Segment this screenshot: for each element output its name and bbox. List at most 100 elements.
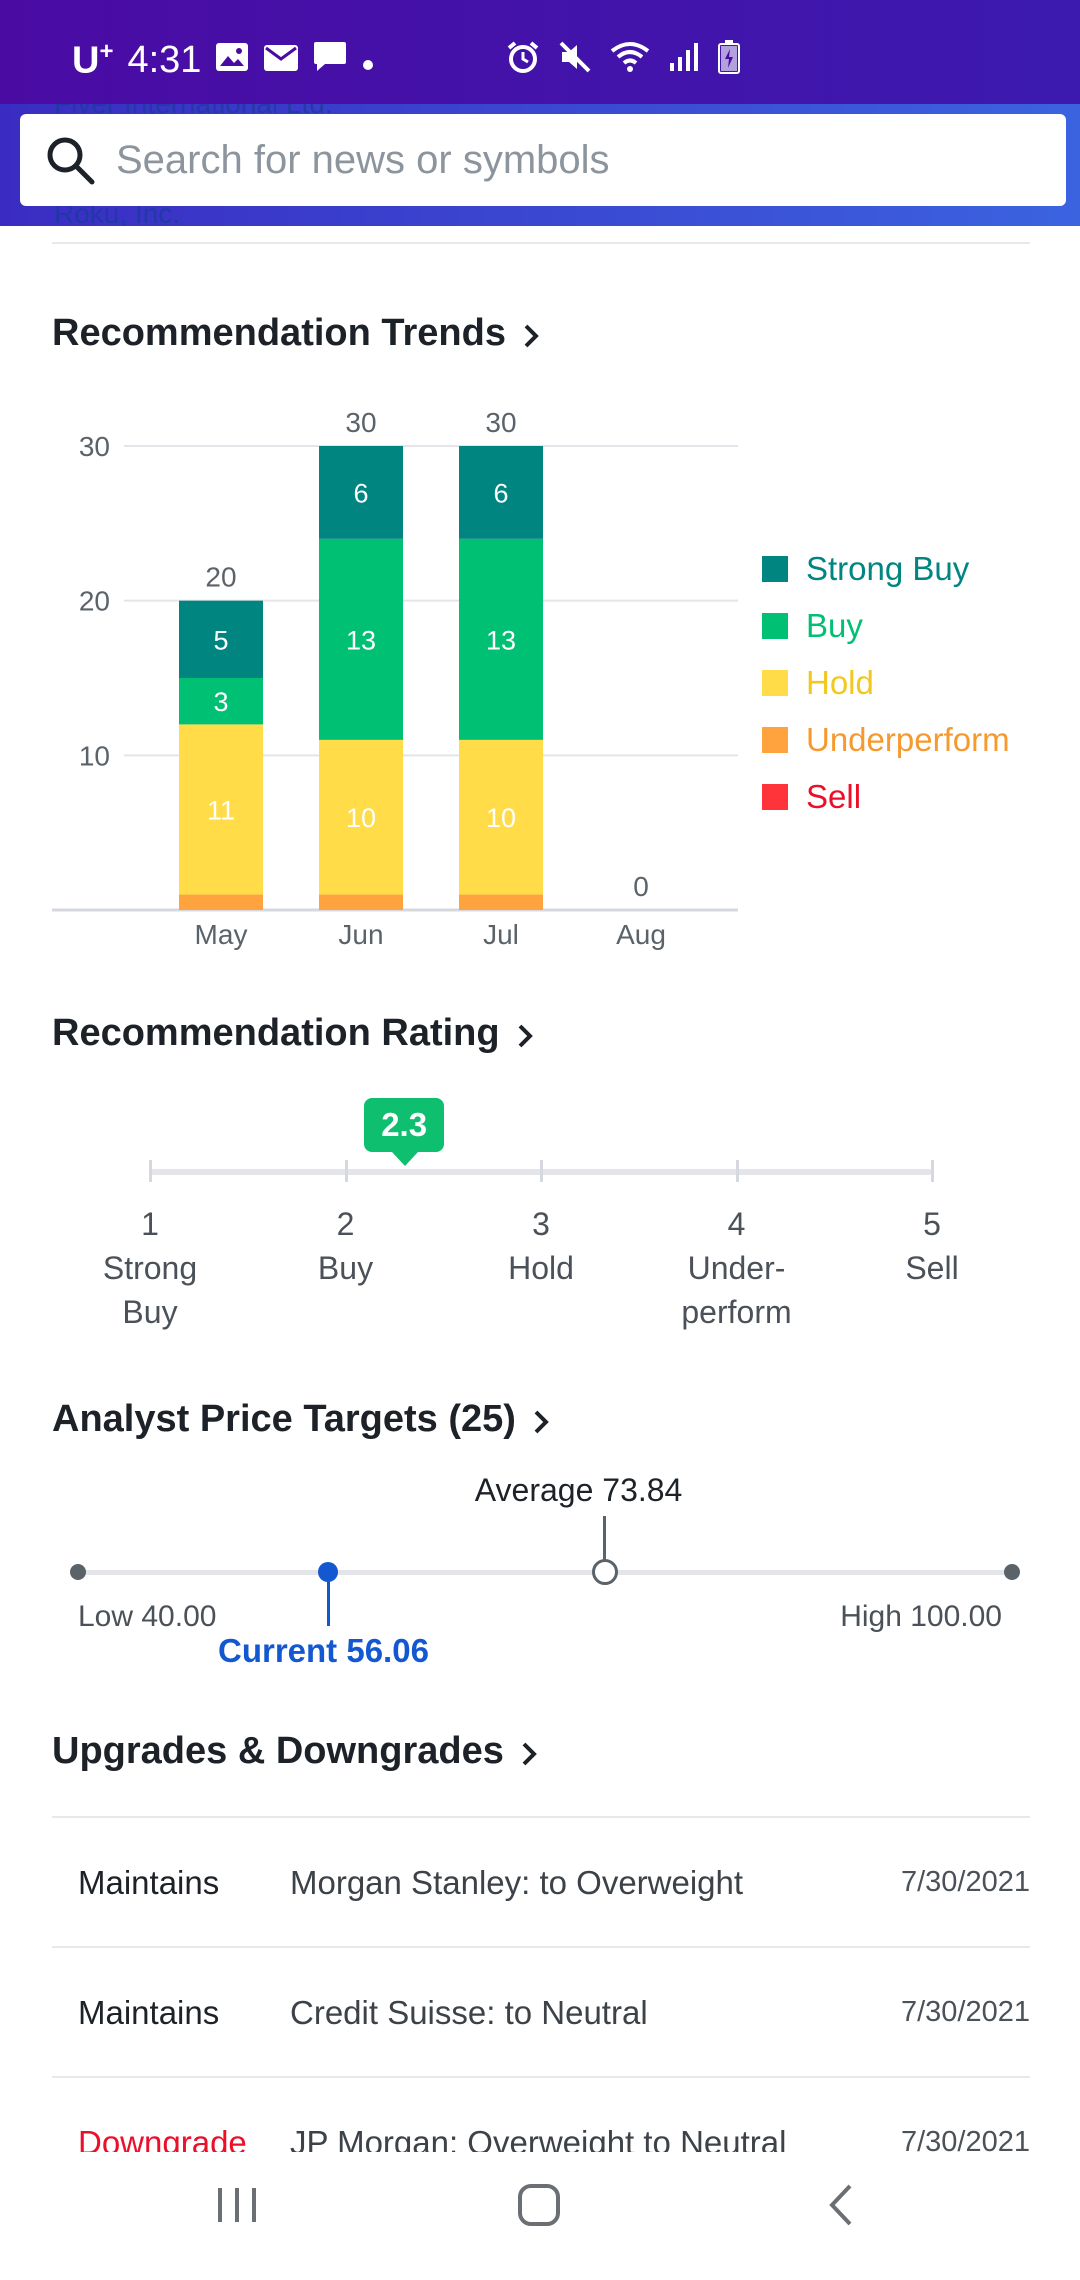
recommendation-trends-title[interactable]: Recommendation Trends: [52, 312, 540, 355]
price-average-stem: [603, 1516, 607, 1560]
upgrades-downgrades-title[interactable]: Upgrades & Downgrades: [52, 1730, 538, 1773]
legend-item: Strong Buy: [762, 540, 1010, 597]
chevron-right-icon: [534, 1410, 549, 1433]
bar-value-label: 10: [346, 803, 376, 833]
rating-tick: [735, 1160, 739, 1182]
chevron-right-icon: [518, 1024, 533, 1047]
search-band: Fiver International Ltd. Roku, Inc.: [0, 104, 1080, 226]
legend-item: Hold: [762, 654, 1010, 711]
rating-value-badge: 2.3: [364, 1098, 445, 1166]
back-button[interactable]: [822, 2182, 862, 2233]
search-box[interactable]: [20, 114, 1066, 206]
search-input[interactable]: [114, 136, 1018, 184]
legend-item: Underperform: [762, 711, 1010, 768]
price-low-dot: [70, 1564, 86, 1580]
bar-value-label: 10: [486, 803, 516, 833]
recent-apps-icon: [218, 2188, 256, 2222]
legend-item: Buy: [762, 597, 1010, 654]
bar-total-label: 30: [345, 407, 376, 438]
rating-scale-label: 1 Strong Buy: [102, 1206, 198, 1330]
row-firm: Morgan Stanley: to Overweight: [290, 1864, 744, 1901]
y-tick-label: 20: [79, 586, 110, 617]
row-action: Maintains: [78, 1864, 220, 1901]
divider: [52, 242, 1030, 244]
bar-segment: [179, 678, 263, 725]
legend-swatch: [762, 555, 788, 582]
y-tick-label: 30: [79, 431, 110, 462]
bar-segment: [459, 894, 543, 910]
gallery-icon: [215, 39, 249, 82]
upgrade-row[interactable]: Downgrade JP Morgan: Overweight to Neutr…: [52, 2076, 1030, 2154]
x-tick-label: Aug: [616, 919, 666, 950]
bar-segment: [319, 739, 403, 895]
price-target-low-label: Low 40.00: [78, 1600, 217, 1633]
bar-value-label: 5: [213, 625, 228, 655]
upgrade-row[interactable]: Maintains Morgan Stanley: to Overweight …: [52, 1816, 1030, 1948]
bar-segment: [459, 538, 543, 740]
rating-tick: [540, 1160, 543, 1182]
recommendation-rating-title[interactable]: Recommendation Rating: [52, 1012, 534, 1055]
legend-label: Strong Buy: [806, 549, 970, 587]
recent-apps-button[interactable]: [214, 2182, 260, 2233]
signal-icon: [668, 41, 700, 78]
bar-segment: [179, 724, 263, 895]
bar-segment: [459, 739, 543, 895]
rating-tick: [931, 1160, 934, 1182]
chart-legend: Strong Buy Buy Hold Underperform Sell: [762, 540, 1010, 825]
alarm-icon: [506, 40, 540, 79]
status-time: 4:31: [127, 38, 202, 81]
bar-value-label: 6: [353, 478, 368, 508]
status-right: [506, 40, 740, 79]
legend-swatch: [762, 669, 788, 696]
bar-segment: [459, 446, 543, 539]
recommendation-trends-chart: 10 20 30 11 3 5 20 May 10 13 6 30 Jun 10 13 6 30 Jul 0 Aug: [52, 407, 738, 950]
rating-tick: [149, 1160, 152, 1182]
analyst-price-targets-title[interactable]: Analyst Price Targets (25): [52, 1398, 550, 1441]
price-current-dot: [318, 1562, 338, 1582]
legend-swatch: [762, 612, 788, 639]
bar-segment: [319, 446, 403, 539]
price-target-average-label: Average 73.84: [474, 1472, 683, 1508]
bar-segment: [179, 894, 263, 910]
legend-label: Sell: [806, 777, 862, 815]
row-date: 7/30/2021: [900, 2126, 1030, 2154]
bar-total-label: 20: [205, 562, 236, 593]
y-tick-label: 10: [79, 740, 110, 771]
upgrade-row[interactable]: Maintains Credit Suisse: to Neutral 7/30…: [52, 1946, 1030, 2078]
x-tick-label: Jun: [338, 919, 383, 950]
bar-segment: [319, 894, 403, 910]
bar-value-label: 11: [207, 795, 235, 825]
rating-scale-label: 5 Sell: [905, 1206, 959, 1286]
price-high-dot: [1004, 1564, 1020, 1580]
row-date: 7/30/2021: [900, 1866, 1030, 1898]
battery-icon: [718, 40, 740, 79]
back-icon: [829, 2184, 852, 2226]
price-average-marker: [591, 1559, 618, 1585]
wifi-icon: [610, 41, 650, 78]
bar-value-label: 13: [486, 625, 516, 655]
rating-scale-label: 3 Hold: [508, 1206, 574, 1286]
chevron-right-icon: [524, 324, 539, 347]
row-firm: JP Morgan: Overweight to Neutral: [290, 2124, 787, 2154]
x-tick-label: Jul: [483, 919, 519, 950]
system-nav-bar: [0, 2152, 1080, 2280]
legend-label: Hold: [806, 663, 874, 701]
price-current-stem: [326, 1572, 330, 1626]
row-action: Maintains: [78, 1994, 220, 2031]
legend-item: Sell: [762, 768, 1010, 825]
home-button[interactable]: [516, 2182, 562, 2233]
status-bar: U+ 4:31: [0, 0, 1080, 104]
legend-label: Underperform: [806, 720, 1010, 758]
home-icon: [518, 2184, 560, 2226]
row-action: Downgrade: [78, 2124, 247, 2154]
row-firm: Credit Suisse: to Neutral: [290, 1994, 648, 2031]
price-target-track: [78, 1570, 1012, 1575]
legend-label: Buy: [806, 606, 863, 644]
price-target-current-label: Current 56.06: [218, 1632, 429, 1669]
notification-dot-icon: [361, 39, 375, 82]
price-target-high-label: High 100.00: [840, 1600, 1002, 1633]
rating-scale-label: 2 Buy: [317, 1206, 374, 1286]
status-left: U+ 4:31: [72, 38, 375, 83]
bar-value-label: 3: [213, 687, 228, 717]
bar-value-label: 13: [346, 625, 376, 655]
